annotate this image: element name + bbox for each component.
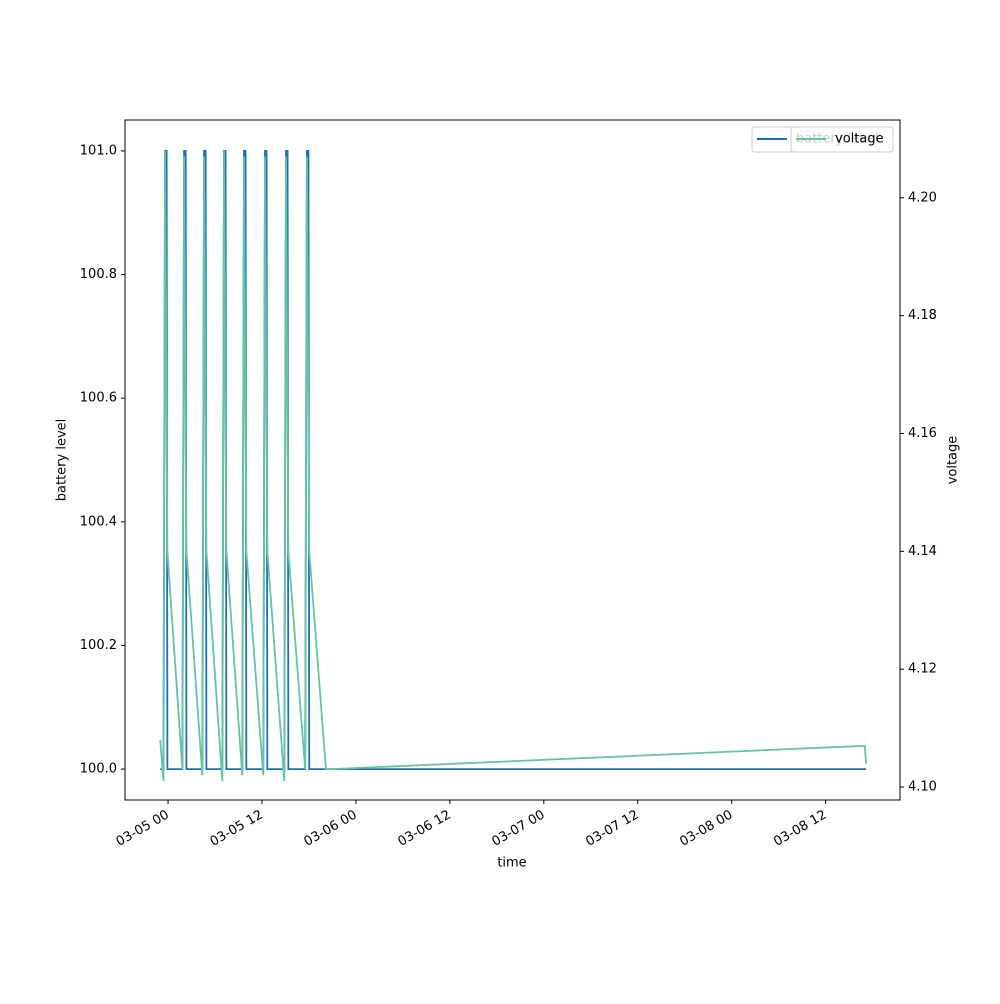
x-axis-label: time	[497, 856, 526, 871]
x-tick-label: 03-06 12	[396, 808, 454, 850]
series-line	[159, 150, 867, 782]
legend-label: voltage	[835, 132, 884, 147]
y2-tick-label: 4.12	[908, 662, 937, 677]
y2-tick-label: 4.10	[908, 780, 937, 795]
y-tick-label: 101.0	[80, 143, 117, 158]
y-tick-label: 100.0	[80, 762, 117, 777]
x-tick-label: 03-07 00	[489, 808, 547, 850]
y-axis-label: battery level	[55, 419, 70, 502]
y2-axis-label: voltage	[946, 436, 961, 485]
y2-tick-label: 4.14	[908, 544, 937, 559]
legend-box	[790, 126, 894, 153]
legend: voltage	[790, 126, 894, 153]
y-tick-label: 100.8	[80, 267, 117, 282]
x-tick-label: 03-05 00	[114, 808, 172, 850]
y2-tick-label: 4.18	[908, 308, 937, 323]
x-tick-label: 03-05 12	[208, 808, 266, 850]
y-tick-label: 100.4	[80, 514, 117, 529]
y2-tick-label: 4.20	[908, 190, 937, 205]
x-tick-label: 03-06 00	[302, 808, 360, 850]
y-tick-label: 100.6	[80, 391, 117, 406]
plot-frame	[124, 119, 901, 801]
y-tick-label: 100.2	[80, 638, 117, 653]
y2-tick-label: 4.16	[908, 426, 937, 441]
x-tick-label: 03-08 12	[771, 808, 829, 850]
x-tick-label: 03-08 00	[677, 808, 735, 850]
x-tick-label: 03-07 12	[583, 808, 641, 850]
